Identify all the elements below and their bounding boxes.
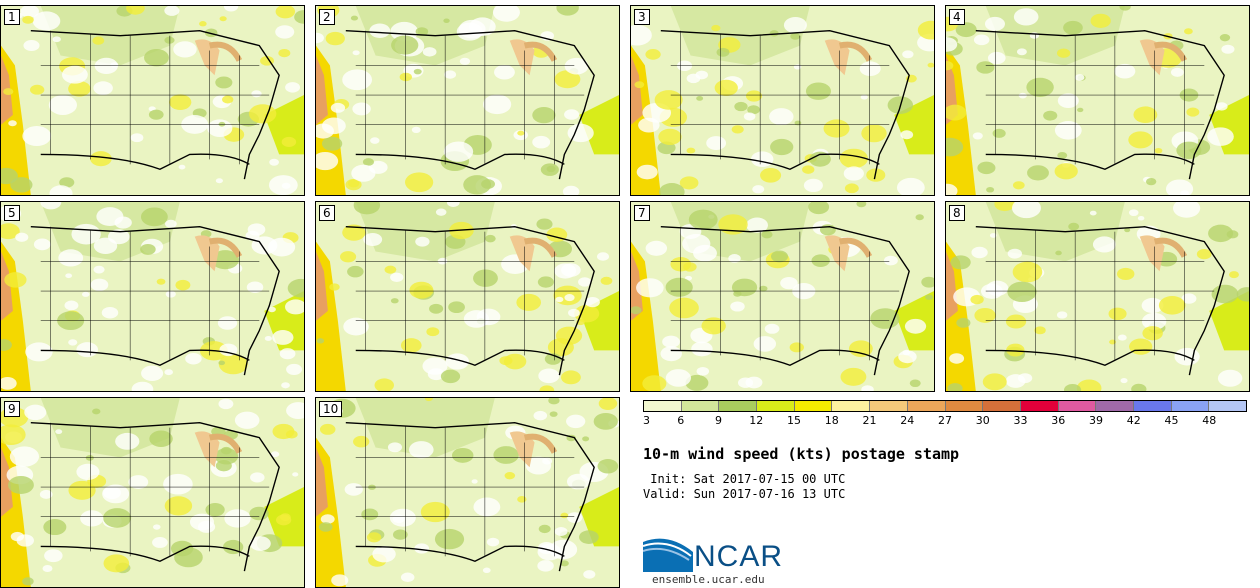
colorbar-tick-label: 21 <box>862 414 877 427</box>
panel-label: 5 <box>4 205 20 221</box>
colorbar-tick-label: 18 <box>824 414 839 427</box>
wind-speed-map <box>316 398 619 587</box>
postage-stamp-panel: 8 <box>945 201 1250 392</box>
colorbar-tick-label: 36 <box>1051 414 1066 427</box>
colorbar-segment <box>983 401 1021 411</box>
time-info: Init: Sat 2017-07-15 00 UTC Valid: Sun 2… <box>643 472 845 502</box>
colorbar-segment <box>1096 401 1134 411</box>
colorbar-tick-label: 24 <box>900 414 915 427</box>
chart-title: 10-m wind speed (kts) postage stamp <box>643 445 960 463</box>
panel-label: 4 <box>949 9 965 25</box>
colorbar-segment <box>870 401 908 411</box>
postage-stamp-panel: 2 <box>315 5 620 196</box>
init-time: Init: Sat 2017-07-15 00 UTC <box>643 472 846 486</box>
colorbar <box>643 400 1247 412</box>
postage-stamp-panel: 6 <box>315 201 620 392</box>
colorbar-tick-label: 15 <box>787 414 801 427</box>
colorbar-segment <box>1171 401 1210 411</box>
panel-label: 6 <box>319 205 335 221</box>
colorbar-segment <box>719 401 758 411</box>
colorbar-segment <box>1058 401 1097 411</box>
postage-stamp-panel: 10 <box>315 397 620 588</box>
colorbar-tick-label: 3 <box>643 414 650 427</box>
wind-speed-map <box>1 202 304 391</box>
panel-label: 2 <box>319 9 335 25</box>
colorbar-segment <box>1133 401 1172 411</box>
postage-stamp-panel: 5 <box>0 201 305 392</box>
colorbar-segment <box>907 401 946 411</box>
colorbar-tick-label: 33 <box>1013 414 1028 427</box>
panel-label: 3 <box>634 9 650 25</box>
postage-stamp-panel: 7 <box>630 201 935 392</box>
panel-label: 9 <box>4 401 20 417</box>
colorbar-tick-label: 42 <box>1126 414 1141 427</box>
valid-time: Valid: Sun 2017-07-16 13 UTC <box>643 487 846 501</box>
panel-label: 10 <box>319 401 343 417</box>
colorbar-tick-label: 45 <box>1164 414 1179 427</box>
colorbar-tick-label: 48 <box>1202 414 1217 427</box>
postage-stamp-panel: 3 <box>630 5 935 196</box>
colorbar-segment <box>1209 401 1246 411</box>
wind-speed-map <box>316 6 619 195</box>
postage-stamp-panel: 9 <box>0 397 305 588</box>
colorbar-segment <box>644 401 682 411</box>
colorbar-segment <box>1020 401 1059 411</box>
colorbar-tick-label: 30 <box>975 414 990 427</box>
colorbar-segment <box>757 401 795 411</box>
colorbar-segment <box>794 401 833 411</box>
colorbar-segment <box>945 401 984 411</box>
site-url: ensemble.ucar.edu <box>652 573 765 586</box>
wind-speed-map <box>946 6 1249 195</box>
wind-speed-map <box>316 202 619 391</box>
ncar-logo-icon <box>643 538 693 572</box>
postage-stamp-panel: 4 <box>945 5 1250 196</box>
panel-label: 7 <box>634 205 650 221</box>
wind-speed-map <box>631 202 934 391</box>
colorbar-tick-label: 9 <box>715 414 722 427</box>
wind-speed-map <box>631 6 934 195</box>
logo-text: NCAR <box>694 540 784 573</box>
colorbar-tick-label: 27 <box>938 414 952 427</box>
colorbar-tick-label: 6 <box>677 414 685 427</box>
colorbar-segment <box>832 401 871 411</box>
panel-label: 8 <box>949 205 965 221</box>
wind-speed-map <box>1 398 304 587</box>
postage-stamp-panel: 1 <box>0 5 305 196</box>
colorbar-segment <box>681 401 720 411</box>
wind-speed-map <box>946 202 1249 391</box>
colorbar-tick-label: 12 <box>749 414 764 427</box>
colorbar-tick-label: 39 <box>1089 414 1103 427</box>
panel-label: 1 <box>4 9 20 25</box>
wind-speed-map <box>1 6 304 195</box>
colorbar-ticks: 3 6 9 12 15 18 21 24 27 30 33 36 39 42 45 48 <box>643 414 1247 428</box>
